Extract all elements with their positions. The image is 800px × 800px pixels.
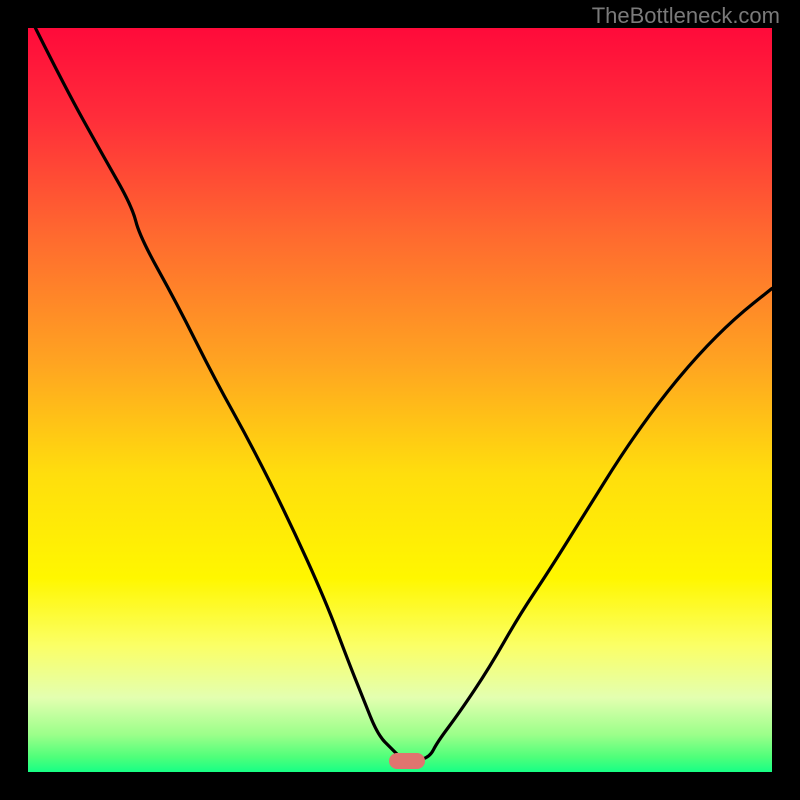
- bottleneck-curve: [28, 28, 772, 772]
- attribution-label: TheBottleneck.com: [592, 3, 780, 29]
- plot-area: [28, 28, 772, 772]
- optimal-marker: [389, 753, 425, 769]
- curve-path: [35, 28, 772, 761]
